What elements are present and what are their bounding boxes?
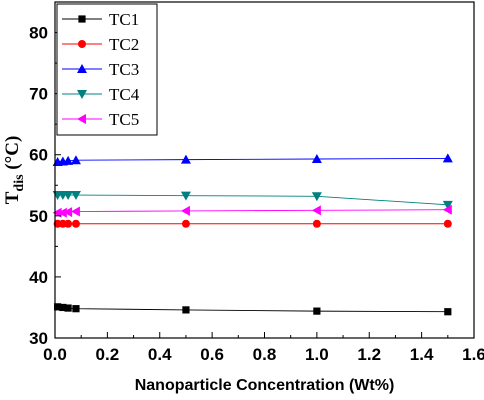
legend-label-tc4: TC4 <box>109 85 140 104</box>
legend-box <box>56 3 158 136</box>
y-axis-title: Tdis (°C) <box>2 136 27 205</box>
y-axis-title-main: T <box>2 191 23 204</box>
data-point-tc1 <box>444 308 452 316</box>
data-point-tc2 <box>71 219 80 228</box>
data-point-tc5 <box>311 205 321 216</box>
y-tick-label: 50 <box>29 207 48 226</box>
x-tick-label: 0.0 <box>43 345 67 364</box>
series-line-tc1 <box>57 306 448 313</box>
legend-marker-tc3 <box>77 64 87 73</box>
data-point-tc1 <box>182 306 190 314</box>
y-tick-label: 30 <box>29 329 48 348</box>
data-point-tc2 <box>443 219 452 228</box>
data-layer <box>52 153 453 316</box>
data-point-tc1 <box>64 304 72 312</box>
data-point-tc3 <box>311 154 322 164</box>
data-point-tc1 <box>59 303 67 312</box>
data-point-tc2 <box>312 219 321 228</box>
legend-marker-tc4 <box>77 90 87 99</box>
data-point-tc3 <box>70 155 81 165</box>
data-point-tc1 <box>54 303 62 311</box>
x-tick-label: 0.8 <box>253 345 277 364</box>
data-point-tc5 <box>180 205 190 216</box>
series-line-tc4 <box>57 194 448 206</box>
legend-label-tc2: TC2 <box>109 35 139 54</box>
x-tick-label: 1.2 <box>357 345 381 364</box>
x-axis-title: Nanoparticle Concentration (Wt%) <box>135 377 395 394</box>
x-tick-label: 0.2 <box>96 345 120 364</box>
data-point-tc3 <box>63 155 74 165</box>
data-point-tc4 <box>311 192 322 202</box>
data-point-tc5 <box>57 207 67 218</box>
legend-marker-tc1 <box>78 15 86 23</box>
data-point-tc5 <box>52 207 62 218</box>
data-point-tc1 <box>72 305 80 313</box>
y-tick-label: 80 <box>29 24 48 43</box>
y-axis-title-unit: (°C) <box>2 136 23 175</box>
y-tick-label: 70 <box>29 85 48 104</box>
data-point-tc5 <box>70 206 80 217</box>
data-point-tc4 <box>63 191 74 201</box>
data-point-tc3 <box>442 153 453 163</box>
legend-marker-tc5 <box>77 114 86 124</box>
axes-layer: 0.0 0.2 0.4 0.6 0.8 1.0 1.2 1.4 1.6 30 40 50 60 70 80 <box>29 24 484 364</box>
x-tick-label: 1.4 <box>410 345 434 364</box>
y-axis-title-sub: dis <box>12 174 27 192</box>
legend-label-tc1: TC1 <box>109 10 139 29</box>
x-tick-label: 0.4 <box>148 345 172 364</box>
legend-label-tc5: TC5 <box>109 110 139 129</box>
data-point-tc2 <box>181 219 190 228</box>
data-point-tc4 <box>442 200 453 210</box>
data-point-tc5 <box>63 207 73 218</box>
legend-marker-tc2 <box>78 40 86 48</box>
legend-label-tc3: TC3 <box>109 60 139 79</box>
y-tick-label: 60 <box>29 146 48 165</box>
x-tick-label: 0.6 <box>200 345 224 364</box>
data-point-tc4 <box>180 191 191 201</box>
x-tick-label: 1.0 <box>305 345 329 364</box>
legend: TC1 TC2 TC3 TC4 TC5 <box>56 3 158 136</box>
series-line-tc5 <box>57 209 448 214</box>
data-point-tc2 <box>64 219 73 228</box>
data-point-tc5 <box>442 204 452 215</box>
data-point-tc3 <box>180 154 191 164</box>
data-point-tc4 <box>70 191 81 201</box>
x-tick-label: 1.6 <box>462 345 484 364</box>
series-line-tc3 <box>57 157 448 163</box>
data-point-tc1 <box>313 307 321 315</box>
y-tick-label: 40 <box>29 268 48 287</box>
